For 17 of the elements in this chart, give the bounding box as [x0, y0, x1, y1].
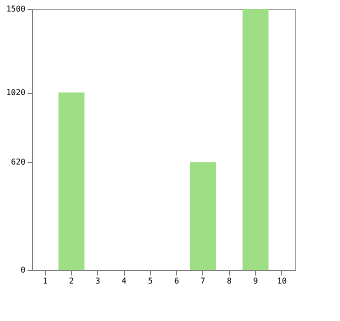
x-tick-label: 6 — [174, 276, 180, 286]
y-tick-label: 620 — [11, 158, 26, 167]
x-tick-label: 7 — [200, 276, 206, 286]
x-tick-label: 8 — [226, 276, 232, 286]
x-tick-label: 5 — [148, 276, 153, 286]
bar — [242, 9, 269, 270]
x-tick-label: 4 — [122, 276, 127, 286]
x-tick-label: 3 — [95, 276, 100, 286]
bar — [190, 162, 216, 270]
y-tick-label: 0 — [20, 266, 26, 274]
x-tick-label: 1 — [42, 276, 48, 286]
y-tick-label: 1020 — [6, 88, 26, 98]
bar — [58, 92, 84, 270]
x-tick-label: 2 — [69, 276, 74, 286]
x-tick-label: 10 — [277, 276, 287, 286]
x-tick-label: 9 — [253, 276, 258, 286]
y-tick-label: 1500 — [6, 4, 26, 14]
